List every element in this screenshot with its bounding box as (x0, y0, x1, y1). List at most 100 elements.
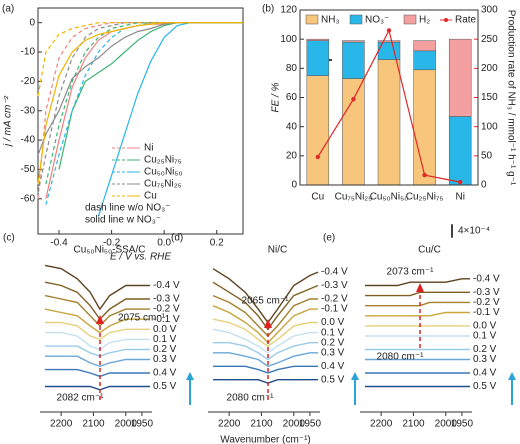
spectrum (365, 278, 470, 287)
x-tick-label: 0.2 (210, 238, 224, 249)
spectrum (44, 264, 150, 311)
bar-segment (413, 69, 436, 186)
legend-swatch (403, 14, 417, 25)
bar-segment (448, 116, 472, 186)
peak-arrow-head (416, 283, 424, 292)
voltage-label: -0.3 V (473, 287, 500, 298)
bar-segment (377, 59, 401, 186)
panel-title: Cu₅₀Ni₅₀-SSA/C (74, 245, 146, 256)
voltage-label: -0.4 V (473, 273, 500, 284)
spectrum (213, 342, 318, 361)
y2-tick-label: 150 (481, 92, 498, 103)
voltage-label: 0.5 V (473, 381, 497, 392)
peak-annotation: 2082 cm⁻¹ (57, 393, 105, 404)
y-tick-label: 40 (286, 121, 298, 132)
x-tick-label: 1950 (299, 419, 322, 430)
x-tick-label: 2000 (115, 419, 138, 430)
y-tick-label: 0 (291, 180, 297, 191)
bar-segment (306, 40, 330, 76)
spectrum (365, 311, 470, 317)
y2-axis-title: Production rate of NH₃ / mmol⁻¹ h⁻¹ g⁻¹ (505, 10, 516, 186)
legend-label: Cu₇₅Ni₂₅ (144, 179, 182, 190)
plot-frame (37, 7, 244, 235)
x-tick-label: -0.4 (50, 238, 68, 249)
spectrum (45, 321, 150, 341)
legend-label: H₂ (419, 15, 430, 26)
bar-segment (306, 38, 330, 41)
y2-tick-label: 200 (481, 63, 498, 74)
scale-bar-label: 4×10⁻⁴ (458, 226, 490, 237)
bar-segment (448, 38, 472, 117)
spectrum (212, 328, 318, 354)
peak-arrow-head (96, 315, 104, 324)
annotation: solid line w NO₃⁻ (85, 215, 161, 226)
bar-segment (413, 40, 436, 52)
y2-tick-label: 300 (481, 5, 498, 16)
spectrum (365, 291, 470, 297)
bar-segment (377, 40, 401, 43)
voltage-label: 0.5 V (321, 374, 345, 385)
y-tick-label: -30 (21, 105, 36, 116)
spectrum (213, 379, 318, 384)
voltage-label: -0.2 V (153, 304, 180, 315)
legend-label: Rate (455, 15, 477, 26)
voltage-label: 0.1 V (153, 334, 177, 345)
peak-arrow-head (264, 319, 272, 328)
voltage-label: 0.2 V (321, 337, 345, 348)
voltage-label: 0.2 V (473, 344, 497, 355)
y-tick-label: 120 (280, 5, 297, 16)
legend-label: Ni (144, 143, 153, 154)
voltage-label: 0.5 V (153, 381, 177, 392)
voltage-label: -0.1 V (473, 307, 500, 318)
spectrum (45, 385, 150, 391)
curve-without-nitrate (37, 22, 243, 199)
y-tick-label: 100 (280, 34, 297, 45)
voltage-label: 0.4 V (321, 361, 345, 372)
legend-label: Cu₂₅Ni₇₅ (144, 155, 182, 166)
x-axis-title: E / V vs. RHE (110, 252, 171, 263)
voltage-label: 0.1 V (473, 331, 497, 342)
x-tick-label: 1950 (451, 419, 474, 430)
voltage-label: 0.0 V (321, 317, 345, 328)
panel-title: Cu/C (418, 245, 441, 256)
voltage-label: -0.4 V (153, 280, 180, 291)
curve-with-nitrate (37, 22, 243, 185)
peak-annotation: 2075 cm⁻¹ (118, 313, 166, 324)
peak-annotation: 2073 cm⁻¹ (387, 267, 435, 278)
spectrum (45, 355, 150, 368)
voltage-label: 0.4 V (153, 368, 177, 379)
rate-marker (386, 28, 392, 33)
y-tick-label: 20 (286, 150, 298, 161)
spectrum (45, 368, 150, 378)
legend-swatch (305, 14, 319, 25)
voltage-label: 0.1 V (321, 327, 345, 338)
y-tick-label: 0 (29, 17, 35, 28)
bar-segment (342, 40, 365, 43)
voltage-label: -0.4 V (321, 267, 348, 278)
spectrum (213, 365, 318, 374)
rate-marker (422, 172, 427, 178)
rate-marker (315, 154, 320, 160)
trend-arrow-head (508, 372, 516, 380)
voltage-label: 0.2 V (153, 344, 177, 355)
y-tick-label: -20 (21, 76, 36, 87)
trend-arrow-head (351, 372, 359, 380)
y-tick-label: -40 (21, 135, 36, 146)
panel-label: (a) (2, 4, 14, 15)
y-axis-title: FE / % (271, 82, 282, 112)
y-tick-label: 80 (286, 63, 298, 74)
bar-segment (413, 50, 436, 71)
voltage-label: 0.0 V (473, 321, 497, 332)
y2-tick-label: 250 (481, 34, 498, 45)
x-tick-label: 2200 (218, 419, 241, 430)
legend-label: Cu₅₀Ni₅₀ (144, 167, 183, 178)
rate-marker (351, 97, 356, 102)
spectrum (213, 352, 318, 368)
curve-without-nitrate (37, 22, 243, 194)
x-tick-label: 2000 (283, 419, 306, 430)
voltage-label: -0.2 V (321, 294, 348, 305)
bar-segment (342, 78, 365, 186)
y2-tick-label: 100 (481, 121, 498, 132)
x-tick-label: 2100 (250, 419, 273, 430)
voltage-label: 0.4 V (473, 368, 497, 379)
